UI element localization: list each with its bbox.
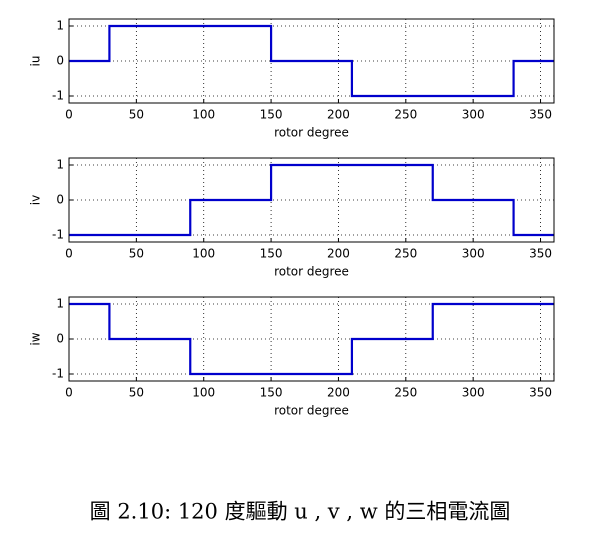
x-axis-label: rotor degree bbox=[274, 265, 349, 279]
x-tick-label: 300 bbox=[462, 247, 485, 261]
x-tick-label: 0 bbox=[65, 108, 73, 122]
x-tick-label: 350 bbox=[529, 247, 552, 261]
data-line bbox=[69, 302, 554, 376]
y-tick-label: 1 bbox=[56, 19, 64, 33]
y-tick-label: 0 bbox=[56, 54, 64, 68]
x-tick-label: 100 bbox=[192, 386, 215, 400]
x-tick-label: 150 bbox=[260, 247, 283, 261]
x-tick-label: 0 bbox=[65, 247, 73, 261]
y-tick-label: 1 bbox=[56, 158, 64, 172]
y-tick-label: 1 bbox=[56, 297, 64, 311]
x-tick-label: 300 bbox=[462, 108, 485, 122]
x-tick-label: 50 bbox=[129, 108, 144, 122]
y-tick-label: -1 bbox=[52, 367, 64, 381]
data-line bbox=[69, 24, 554, 98]
axes-box bbox=[68, 296, 555, 382]
axes-box bbox=[68, 157, 555, 243]
x-tick-label: 100 bbox=[192, 247, 215, 261]
x-tick-label: 350 bbox=[529, 386, 552, 400]
y-axis-label: iv bbox=[29, 195, 43, 205]
x-axis-label: rotor degree bbox=[274, 404, 349, 418]
x-tick-label: 250 bbox=[394, 108, 417, 122]
y-tick-label: -1 bbox=[52, 228, 64, 242]
x-tick-label: 100 bbox=[192, 108, 215, 122]
x-axis-label: rotor degree bbox=[274, 126, 349, 140]
y-tick-label: -1 bbox=[52, 89, 64, 103]
x-tick-label: 200 bbox=[327, 386, 350, 400]
x-tick-label: 150 bbox=[260, 108, 283, 122]
x-tick-label: 350 bbox=[529, 108, 552, 122]
axes-box bbox=[68, 18, 555, 104]
y-axis-label: iw bbox=[29, 332, 43, 345]
x-tick-label: 50 bbox=[129, 247, 144, 261]
x-tick-label: 0 bbox=[65, 386, 73, 400]
x-tick-label: 250 bbox=[394, 247, 417, 261]
x-tick-label: 150 bbox=[260, 386, 283, 400]
x-tick-label: 200 bbox=[327, 247, 350, 261]
caption: 圖 2.10: 120 度驅動 u , v , w 的三相電流圖 bbox=[90, 500, 511, 524]
y-tick-label: 0 bbox=[56, 193, 64, 207]
y-tick-label: 0 bbox=[56, 332, 64, 346]
x-tick-label: 250 bbox=[394, 386, 417, 400]
x-tick-label: 200 bbox=[327, 108, 350, 122]
x-tick-label: 300 bbox=[462, 386, 485, 400]
data-line bbox=[69, 163, 554, 237]
x-tick-label: 50 bbox=[129, 386, 144, 400]
y-axis-label: iu bbox=[29, 56, 43, 67]
